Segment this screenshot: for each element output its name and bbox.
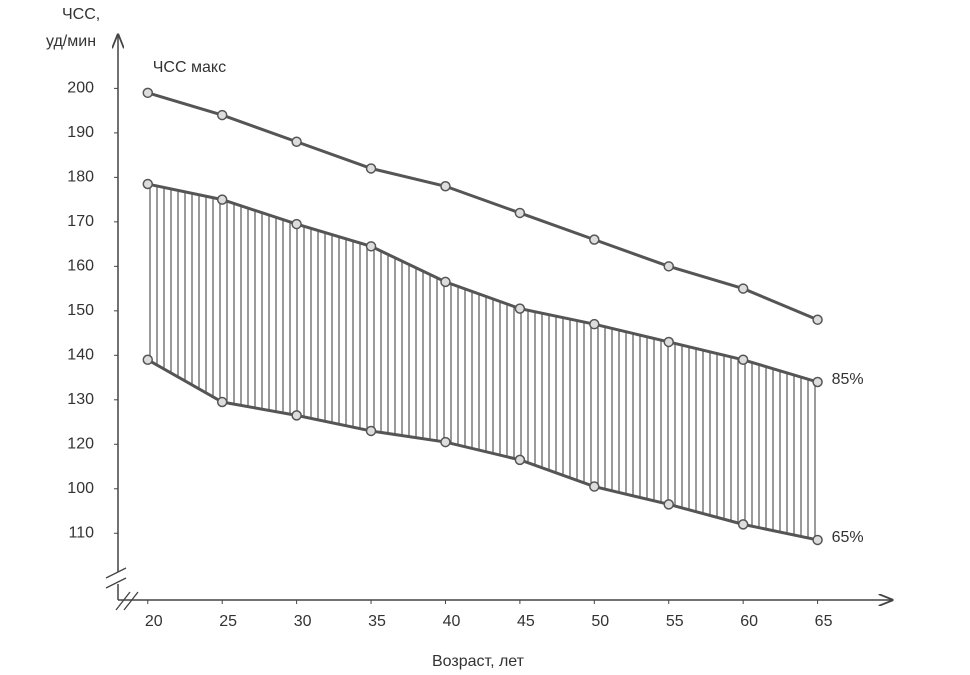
series-label: 65%	[832, 529, 864, 546]
x-tick-label: 55	[666, 613, 684, 630]
point	[663, 261, 674, 272]
axis-break	[105, 567, 127, 579]
series-label: ЧСС макс	[153, 59, 226, 76]
axis-break-gap	[110, 572, 126, 584]
point	[589, 318, 600, 330]
point	[365, 241, 377, 252]
point	[589, 481, 600, 492]
point	[514, 303, 526, 314]
x-tick-label: 65	[815, 613, 833, 630]
x-tick-label: 60	[740, 613, 758, 630]
y-tick-label: 110	[68, 524, 94, 541]
point	[142, 87, 154, 99]
point	[216, 109, 228, 121]
point	[812, 314, 823, 325]
point	[142, 354, 154, 366]
point	[216, 194, 228, 205]
y-tick-label: 120	[67, 436, 94, 453]
x-tick-label: 45	[517, 613, 535, 630]
point	[291, 218, 302, 230]
band-area	[147, 184, 818, 540]
point	[737, 354, 749, 366]
point	[142, 178, 154, 190]
point	[663, 336, 674, 348]
point	[440, 436, 451, 448]
y-tick-label: 140	[67, 347, 94, 364]
point	[737, 519, 749, 530]
point	[365, 163, 377, 174]
y-axis-label: ЧСС,	[62, 6, 100, 23]
point	[812, 534, 823, 546]
y-tick-label: 190	[67, 124, 94, 141]
series-label: 85%	[832, 371, 864, 388]
point	[812, 376, 823, 388]
y-tick-label: 130	[67, 391, 94, 408]
x-tick-label: 20	[145, 613, 163, 630]
y-tick-label: 170	[67, 213, 94, 230]
y-tick-label: 180	[67, 169, 94, 186]
axis-break	[115, 591, 131, 611]
y-tick-label: 150	[67, 302, 94, 319]
point	[291, 136, 302, 148]
series-line	[147, 91, 819, 322]
y-tick-label: 160	[67, 258, 94, 275]
y-tick-label: 100	[67, 480, 94, 497]
axis-break	[105, 577, 127, 589]
point	[514, 207, 526, 219]
point	[216, 396, 228, 408]
point	[365, 425, 377, 437]
series-line	[147, 182, 819, 384]
axis-break	[123, 591, 139, 611]
y-tick-label: 200	[67, 80, 94, 97]
x-tick-label: 25	[219, 613, 237, 630]
x-tick-label: 30	[294, 613, 312, 630]
point	[514, 454, 526, 466]
series-line	[147, 358, 818, 542]
x-tick-label: 40	[443, 613, 461, 630]
point	[663, 499, 674, 510]
point	[440, 181, 451, 192]
x-tick-label: 35	[368, 613, 386, 630]
point	[440, 276, 451, 288]
x-axis-label: Возраст, лет	[432, 653, 525, 670]
y-axis-label: уд/мин	[46, 33, 96, 50]
point	[589, 234, 600, 245]
point	[737, 283, 749, 294]
point	[291, 410, 302, 421]
x-tick-label: 50	[591, 613, 609, 630]
